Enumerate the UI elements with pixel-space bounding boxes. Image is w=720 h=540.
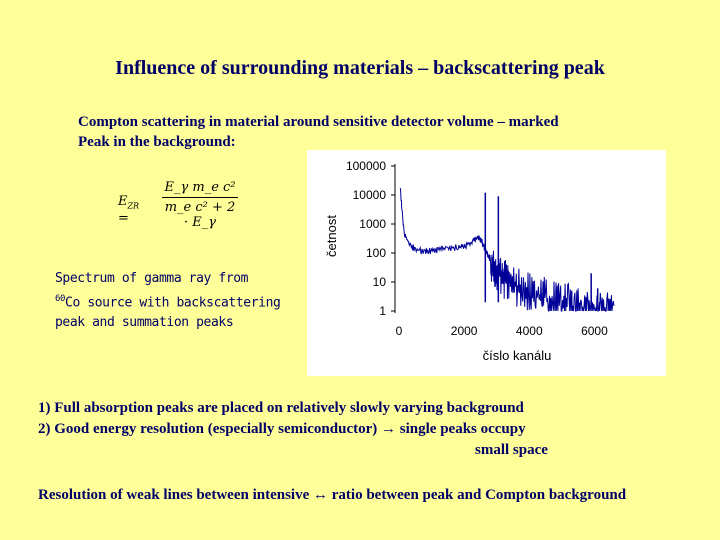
point-2-continuation: small space	[475, 442, 548, 458]
caption-line-1: Spectrum of gamma ray from	[55, 271, 249, 286]
formula-numerator: E_γ m_e c²	[162, 180, 238, 198]
formula-lhs: EZR =	[118, 194, 140, 226]
intro-line-1: Compton scattering in material around se…	[78, 114, 559, 130]
y-tick-label: 10	[373, 275, 387, 289]
y-tick-label: 1000	[359, 217, 386, 231]
point-1: 1) Full absorption peaks are placed on r…	[38, 400, 524, 416]
y-tick-label: 10000	[353, 188, 387, 202]
x-tick-label: 6000	[581, 324, 608, 338]
x-tick-label: 0	[396, 324, 403, 338]
spectrum-caption: Spectrum of gamma ray from 60Co source w…	[55, 269, 295, 333]
intro-text: Compton scattering in material around se…	[78, 112, 678, 152]
spectrum-chart-svg: 1 10 100 1000 10000 100000 0 2000 4000 6000 četn…	[324, 159, 615, 363]
caption-line-2: 60Co source with backscattering	[55, 294, 281, 311]
spectrum-chart: 1 10 100 1000 10000 100000 0 2000 4000 6000 četn…	[307, 150, 666, 376]
formula-denominator: m_e c² + 2 · E_γ	[164, 200, 236, 230]
x-tick-label: 4000	[516, 324, 543, 338]
key-points: 1) Full absorption peaks are placed on r…	[38, 398, 548, 461]
intro-line-2: Peak in the background:	[78, 134, 236, 150]
y-tick-label: 100000	[346, 159, 386, 173]
y-tick-label: 1	[379, 304, 386, 318]
y-tick-label: 100	[366, 246, 386, 260]
formula-fraction: E_γ m_e c² m_e c² + 2 · E_γ	[162, 180, 238, 230]
x-axis-label: číslo kanálu	[483, 348, 552, 363]
point-2: 2) Good energy resolution (especially se…	[38, 421, 526, 437]
caption-line-3: peak and summation peaks	[55, 315, 234, 331]
y-axis-label: četnost	[324, 215, 339, 257]
x-tick-label: 2000	[451, 324, 478, 338]
slide-title: Influence of surrounding materials – bac…	[115, 57, 605, 79]
conclusion-text: Resolution of weak lines between intensi…	[38, 487, 627, 503]
spectrum-series-line	[399, 187, 615, 313]
